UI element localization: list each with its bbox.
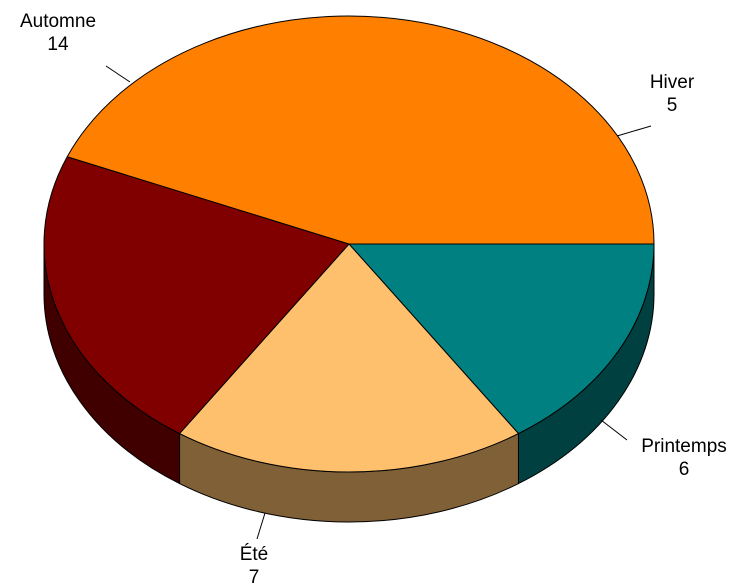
leader-line-printemps xyxy=(600,419,628,441)
slice-value-automne: 14 xyxy=(47,34,69,55)
slice-label-automne: Automne xyxy=(20,11,96,32)
slice-value-hiver: 5 xyxy=(667,95,678,116)
leader-line-ete xyxy=(256,512,266,540)
pie-slices xyxy=(43,15,655,473)
slice-value-ete: 7 xyxy=(249,567,260,586)
slice-label-printemps: Printemps xyxy=(641,436,727,457)
slice-value-printemps: 6 xyxy=(679,459,690,480)
slice-label-hiver: Hiver xyxy=(650,72,695,93)
slice-automne xyxy=(66,15,655,245)
slice-hiver xyxy=(348,243,655,435)
leader-line-hiver xyxy=(616,125,652,137)
leader-line-automne xyxy=(105,65,131,83)
slice-printemps xyxy=(179,243,519,473)
slice-label-ete: Été xyxy=(240,544,269,565)
slice-ete xyxy=(43,156,350,435)
